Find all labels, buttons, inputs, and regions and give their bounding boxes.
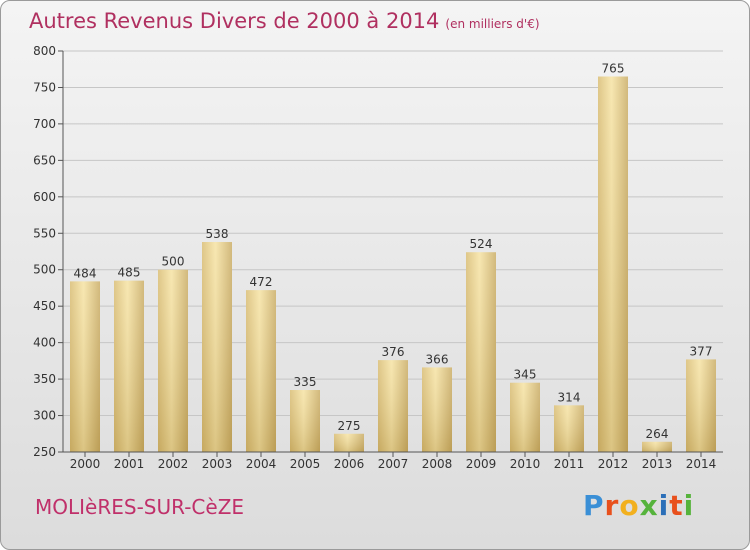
y-tick-label: 600 (33, 190, 56, 204)
logo-letter: P (583, 489, 605, 522)
bar-shade (642, 441, 672, 452)
logo-letter: t (669, 489, 684, 522)
data-label: 275 (338, 419, 361, 433)
data-label: 538 (206, 227, 229, 241)
y-tick-label: 250 (33, 445, 56, 459)
bar-shade (422, 367, 452, 452)
data-label: 314 (558, 390, 581, 404)
logo-letter: i (658, 489, 670, 522)
data-labels: 484 485 500 538 472 335 275 376 366 524 345 314 765 2… (74, 62, 713, 441)
y-tick-label: 400 (33, 336, 56, 350)
bar-shade (158, 269, 188, 452)
y-tick-label: 350 (33, 372, 56, 386)
x-tick-label: 2001 (114, 457, 145, 471)
data-label: 345 (514, 368, 537, 382)
bar-shade (686, 359, 716, 452)
bar-shade (246, 290, 276, 452)
bar-shade (510, 382, 540, 452)
town-name: MOLIèRES-SUR-CèZE (35, 495, 245, 519)
x-tick-label: 2004 (246, 457, 277, 471)
data-label: 376 (382, 345, 405, 359)
y-tick-label: 450 (33, 299, 56, 313)
logo-letter: r (604, 489, 620, 522)
bar-shade (378, 360, 408, 452)
x-tick-label: 2000 (70, 457, 101, 471)
data-label: 500 (162, 255, 185, 269)
bar-shade (290, 390, 320, 452)
data-label: 366 (426, 352, 449, 366)
axes: 250 300 350 400 450 500 550 600 650 700 750 800 2000… (33, 44, 723, 471)
y-tick-label: 700 (33, 117, 56, 131)
data-label: 524 (470, 237, 493, 251)
data-label: 335 (294, 375, 317, 389)
bars (70, 76, 716, 452)
chart-subtitle: (en milliers d'€) (445, 17, 540, 31)
data-label: 765 (602, 62, 625, 76)
x-tick-label: 2007 (378, 457, 409, 471)
chart-title: Autres Revenus Divers de 2000 à 2014 (en … (29, 9, 540, 33)
y-tick-label: 800 (33, 44, 56, 58)
y-tick-label: 500 (33, 263, 56, 277)
bar-shade (466, 252, 496, 452)
x-tick-label: 2006 (334, 457, 365, 471)
x-tick-label: 2011 (554, 457, 585, 471)
x-tick-label: 2005 (290, 457, 321, 471)
x-tick-label: 2014 (686, 457, 717, 471)
data-label: 485 (118, 266, 141, 280)
bar-shade (202, 242, 232, 452)
logo-letter: x (639, 489, 659, 522)
bar-shade (334, 433, 364, 452)
x-tick-label: 2013 (642, 457, 673, 471)
x-tick-label: 2002 (158, 457, 189, 471)
logo-letter: i (683, 489, 695, 522)
x-tick-label: 2008 (422, 457, 453, 471)
data-label: 264 (646, 427, 669, 441)
bar-shade (70, 281, 100, 452)
data-label: 472 (250, 275, 273, 289)
bar-shade (598, 76, 628, 452)
x-tick-label: 2003 (202, 457, 233, 471)
y-tick-label: 300 (33, 409, 56, 423)
x-tick-label: 2010 (510, 457, 541, 471)
bar-shade (554, 405, 584, 452)
proxiti-logo[interactable]: Proxiti (583, 489, 694, 522)
logo-letter: o (619, 489, 640, 522)
chart-title-text: Autres Revenus Divers de 2000 à 2014 (29, 9, 440, 33)
x-tick-label: 2012 (598, 457, 629, 471)
y-tick-label: 650 (33, 153, 56, 167)
x-tick-label: 2009 (466, 457, 497, 471)
y-tick-label: 550 (33, 226, 56, 240)
bar-shade (114, 280, 144, 452)
data-label: 377 (690, 344, 713, 358)
y-tick-label: 750 (33, 80, 56, 94)
data-label: 484 (74, 266, 97, 280)
